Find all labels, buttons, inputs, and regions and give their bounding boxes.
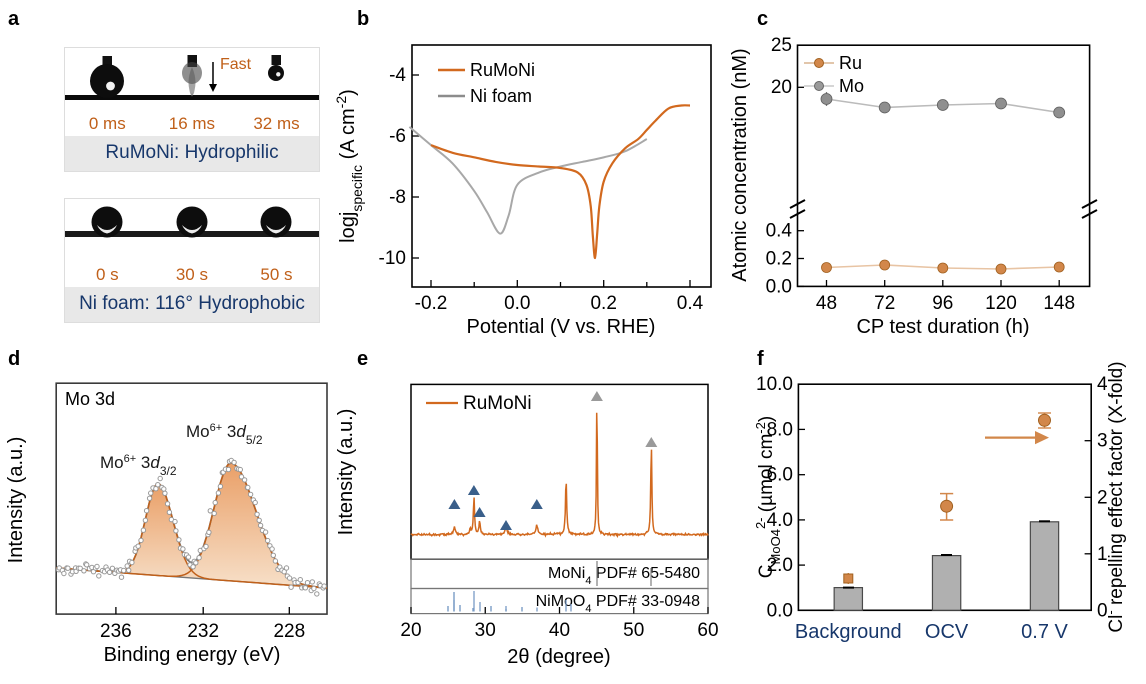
svg-text:0.0: 0.0	[767, 600, 793, 621]
svg-text:OCV: OCV	[925, 621, 969, 643]
svg-text:Mo6+ 3d3/2: Mo6+ 3d3/2	[100, 453, 177, 478]
svg-text:60: 60	[697, 620, 718, 641]
svg-text:25: 25	[771, 35, 792, 56]
svg-text:NiMoO4 PDF# 33-0948: NiMoO4 PDF# 33-0948	[536, 593, 701, 615]
svg-text:10.0: 10.0	[756, 374, 793, 395]
svg-text:228: 228	[273, 621, 305, 642]
svg-text:20: 20	[400, 620, 421, 641]
svg-text:RuMoNi: RuMoNi	[470, 60, 535, 80]
svg-text:Cl- repelling effect factor (X: Cl- repelling effect factor (X-fold)	[1103, 361, 1128, 632]
svg-text:0.4: 0.4	[677, 293, 704, 314]
svg-text:Ru: Ru	[839, 53, 862, 73]
svg-text:Mo 3d: Mo 3d	[65, 389, 115, 409]
svg-text:96: 96	[932, 293, 953, 314]
svg-text:Mo: Mo	[839, 76, 864, 96]
svg-text:Potential (V vs. RHE): Potential (V vs. RHE)	[467, 316, 656, 338]
svg-text:Ni foam: Ni foam	[470, 86, 532, 106]
svg-text:48: 48	[816, 293, 837, 314]
svg-text:-4: -4	[389, 65, 406, 86]
svg-text:CP test duration (h): CP test duration (h)	[856, 316, 1029, 338]
svg-text:Intensity (a.u.): Intensity (a.u.)	[5, 437, 27, 564]
svg-text:Mo6+ 3d5/2: Mo6+ 3d5/2	[186, 422, 263, 447]
svg-text:120: 120	[985, 293, 1017, 314]
svg-text:0.0: 0.0	[766, 276, 792, 297]
svg-text:0.2: 0.2	[590, 293, 616, 314]
svg-text:Background: Background	[795, 621, 902, 643]
svg-text:2θ (degree): 2θ (degree)	[507, 646, 610, 668]
svg-text:-10: -10	[379, 248, 406, 269]
svg-text:0.7 V: 0.7 V	[1021, 621, 1068, 643]
svg-text:50: 50	[623, 620, 644, 641]
svg-text:Binding energy (eV): Binding energy (eV)	[104, 644, 281, 666]
svg-text:-6: -6	[389, 126, 406, 147]
svg-text:30: 30	[475, 620, 496, 641]
svg-text:MoNi4 PDF# 65-5480: MoNi4 PDF# 65-5480	[548, 565, 700, 587]
svg-text:-8: -8	[389, 187, 406, 208]
svg-text:-0.2: -0.2	[415, 293, 448, 314]
svg-text:RuMoNi: RuMoNi	[463, 393, 532, 414]
svg-text:logjspecific (A cm-2): logjspecific (A cm-2)	[333, 89, 365, 243]
svg-text:0.4: 0.4	[766, 221, 793, 242]
svg-text:Intensity (a.u.): Intensity (a.u.)	[335, 409, 357, 536]
svg-text:148: 148	[1043, 293, 1075, 314]
svg-text:232: 232	[187, 621, 219, 642]
svg-text:40: 40	[549, 620, 570, 641]
svg-text:20: 20	[771, 77, 792, 98]
svg-text:Atomic concentration (nM): Atomic concentration (nM)	[729, 48, 751, 281]
svg-text:236: 236	[100, 621, 132, 642]
svg-text:0.0: 0.0	[504, 293, 530, 314]
svg-text:72: 72	[874, 293, 895, 314]
svg-text:0.2: 0.2	[766, 249, 792, 270]
